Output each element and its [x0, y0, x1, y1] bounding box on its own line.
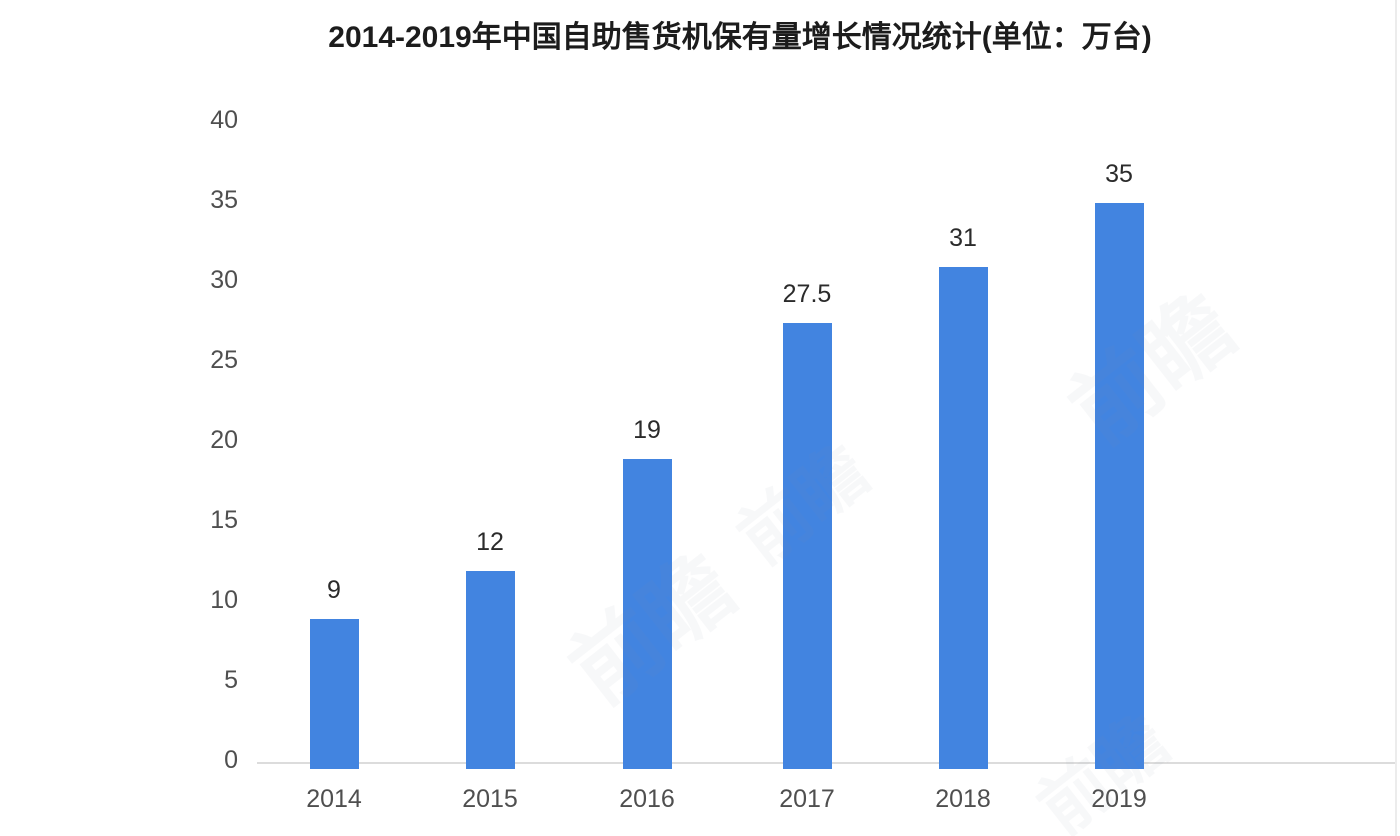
bar-value-label: 35	[1105, 160, 1133, 188]
x-axis-tick-label: 2016	[619, 785, 675, 813]
bar-2016	[622, 459, 672, 769]
bar-2019	[1094, 203, 1144, 769]
x-axis-tick-label: 2015	[462, 785, 518, 813]
bar-value-label: 12	[476, 528, 504, 556]
y-axis-tick-label: 20	[210, 426, 238, 454]
x-axis-tick-label: 2019	[1091, 785, 1147, 813]
x-axis-tick-label: 2014	[306, 785, 362, 813]
y-axis-tick-label: 25	[210, 346, 238, 374]
y-axis-tick-label: 10	[210, 586, 238, 614]
watermark-text: 前瞻	[1052, 275, 1253, 463]
y-axis-tick-label: 15	[210, 506, 238, 534]
bar-value-label: 9	[327, 576, 341, 604]
x-axis-tick-label: 2017	[779, 785, 835, 813]
y-axis-tick-label: 35	[210, 186, 238, 214]
bar-value-label: 27.5	[782, 280, 832, 308]
screenshot-right-edge	[1395, 0, 1397, 836]
y-axis-tick-label: 40	[210, 106, 238, 134]
y-axis-tick-label: 30	[210, 266, 238, 294]
bar-2017	[782, 323, 832, 769]
bar-2018	[938, 267, 988, 769]
bar-value-label: 19	[633, 416, 661, 444]
bar-2015	[465, 571, 515, 769]
bar-2014	[309, 619, 359, 769]
bar-value-label: 31	[949, 224, 977, 252]
y-axis-tick-label: 5	[224, 666, 238, 694]
x-axis-tick-label: 2018	[935, 785, 991, 813]
chart-title: 2014-2019年中国自助售货机保有量增长情况统计(单位：万台)	[328, 21, 1152, 54]
y-axis-tick-label: 0	[224, 746, 238, 774]
